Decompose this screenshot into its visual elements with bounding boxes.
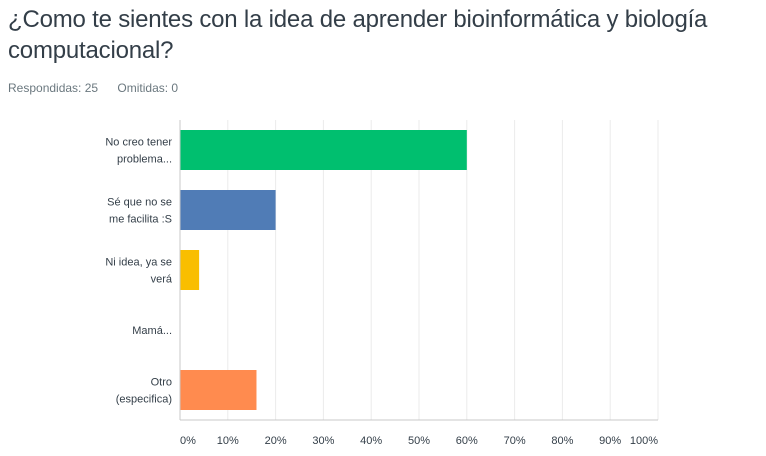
x-tick-label: 10%: [217, 435, 239, 447]
category-label: No creo tener problema...: [105, 137, 172, 166]
skipped-count: Omitidas: 0: [117, 81, 179, 95]
x-tick-label: 70%: [504, 435, 526, 447]
x-tick-label: 20%: [265, 435, 287, 447]
x-tick-label: 60%: [456, 435, 478, 447]
question-title: ¿Como te sientes con la idea de aprender…: [8, 6, 708, 64]
x-tick-label: 0%: [180, 435, 196, 447]
x-tick-label: 40%: [360, 435, 382, 447]
bar-2: [180, 190, 276, 230]
bar-5: [180, 370, 257, 410]
x-tick-label: 90%: [599, 435, 621, 447]
category-label: Mamá...: [132, 325, 172, 337]
response-stats: Respondidas: 25 Omitidas: 0: [8, 81, 178, 95]
category-label: Otro (especifica): [116, 377, 172, 406]
x-tick-label: 80%: [551, 435, 573, 447]
bar-1: [180, 130, 467, 170]
category-label: Sé que no se me facilita :S: [107, 197, 172, 226]
x-tick-label: 50%: [408, 435, 430, 447]
x-tick-label: 100%: [630, 435, 658, 447]
category-label: Ni idea, ya se verá: [105, 257, 173, 286]
bar-3: [180, 250, 200, 290]
answered-count: Respondidas: 25: [8, 81, 99, 95]
x-tick-label: 30%: [312, 435, 334, 447]
